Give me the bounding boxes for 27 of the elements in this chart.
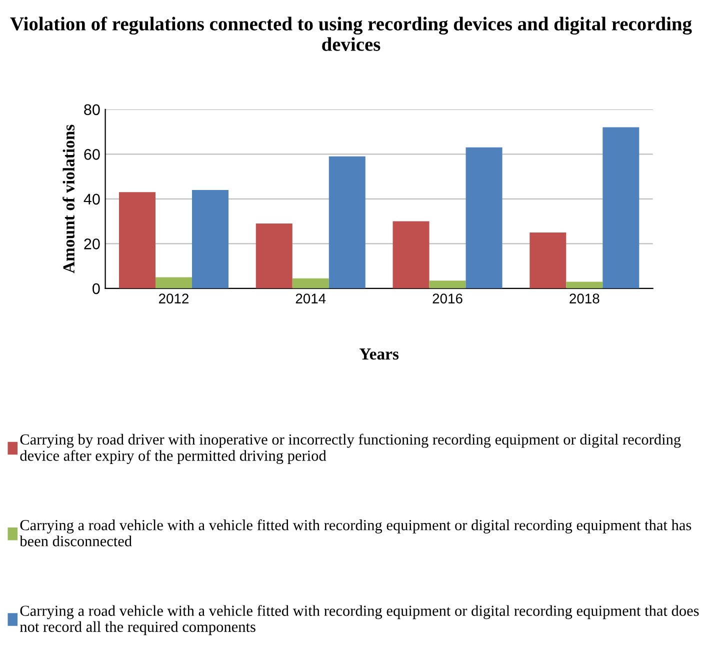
x-tick-label: 2018 [570, 294, 600, 304]
x-tick-label: 2014 [296, 294, 326, 304]
bar [155, 277, 192, 288]
y-axis-title: Amount of violations [62, 124, 75, 274]
legend-label: Carrying a road vehicle with a vehicle fitted with recording equipment or digital recording equipment that does not record all the required components [20, 605, 699, 636]
legend-label: Carrying by road driver with inoperative or incorrectly functioning recording equipment or digital recording device after expiry of the permitted driving period [20, 434, 681, 464]
legend-label: Carrying a road vehicle with a vehicle fitted with recording equipment or digital recording equipment that has been disconnected [20, 519, 692, 546]
x-tick-label: 2016 [432, 294, 462, 304]
bar [566, 282, 603, 288]
y-tick-label: 80 [84, 104, 100, 116]
bar [328, 156, 366, 288]
bar [392, 221, 430, 288]
y-tick-label: 60 [84, 149, 100, 160]
chart-title: Violation of regulations connected to using recording devices and digital recording devices [10, 16, 692, 51]
bar [429, 280, 466, 288]
bar [256, 224, 292, 288]
bar [192, 190, 228, 288]
x-tick-label: 2012 [158, 294, 188, 304]
bar [466, 147, 502, 288]
bar [118, 192, 156, 288]
bar [530, 232, 566, 288]
x-axis-title: Years [359, 348, 399, 360]
y-tick-label: 40 [84, 194, 100, 205]
y-tick-label: 20 [84, 238, 100, 250]
bar [602, 127, 640, 288]
y-tick-label: 0 [92, 283, 100, 294]
bar [292, 278, 329, 288]
